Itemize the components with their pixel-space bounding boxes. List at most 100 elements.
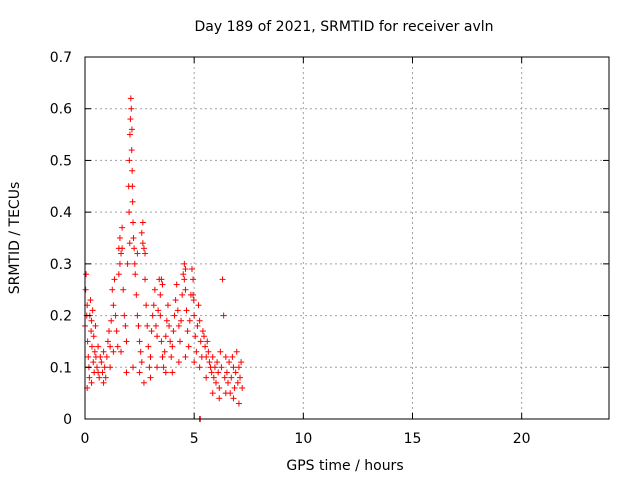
data-point xyxy=(161,348,168,355)
data-point xyxy=(82,286,89,293)
data-point xyxy=(127,95,134,102)
data-point xyxy=(100,379,107,386)
data-point xyxy=(216,384,223,391)
data-point xyxy=(107,364,114,371)
data-point xyxy=(164,302,171,309)
data-point xyxy=(88,317,95,324)
x-tick-label: 10 xyxy=(294,431,312,447)
data-point xyxy=(136,338,143,345)
data-point xyxy=(123,369,130,376)
data-point xyxy=(229,353,236,360)
data-point xyxy=(147,374,154,381)
data-point xyxy=(169,343,176,350)
data-point xyxy=(172,297,179,304)
data-point xyxy=(234,379,241,386)
data-point xyxy=(222,390,229,397)
data-point xyxy=(103,353,110,360)
data-point xyxy=(88,343,95,350)
data-point xyxy=(206,359,213,366)
y-tick-label: 0.2 xyxy=(50,309,72,325)
data-point xyxy=(146,364,153,371)
data-point xyxy=(111,276,118,283)
data-point xyxy=(181,276,188,283)
data-point xyxy=(223,369,230,376)
data-point xyxy=(87,297,94,304)
data-point xyxy=(83,271,90,278)
data-point xyxy=(155,307,162,314)
data-point xyxy=(195,302,202,309)
data-point xyxy=(171,312,178,319)
data-point xyxy=(231,384,238,391)
data-point xyxy=(131,245,138,252)
x-tick-label: 5 xyxy=(190,431,199,447)
grid xyxy=(85,57,609,419)
y-tick-label: 0.5 xyxy=(50,153,72,169)
data-point xyxy=(188,266,195,273)
data-point xyxy=(232,369,239,376)
y-tick-label: 0.7 xyxy=(50,50,72,66)
data-point xyxy=(167,338,174,345)
data-point xyxy=(104,338,111,345)
data-point xyxy=(237,374,244,381)
data-point xyxy=(149,312,156,319)
x-tick-label: 0 xyxy=(81,431,90,447)
y-tick-label: 0.6 xyxy=(50,102,72,118)
data-point xyxy=(124,260,131,267)
data-point xyxy=(120,286,127,293)
data-point xyxy=(121,312,128,319)
data-point xyxy=(174,307,181,314)
y-axis-label: SRMTID / TECUs xyxy=(7,182,23,295)
data-point xyxy=(118,250,125,257)
data-point xyxy=(220,312,227,319)
data-point xyxy=(144,322,151,329)
data-point xyxy=(213,379,219,386)
plot-frame xyxy=(84,56,610,420)
tick-labels: 0 0.1 0.2 0.3 0.4 0.5 0.6 0.7 0 5 10 15 20 xyxy=(50,50,531,447)
data-point xyxy=(239,384,246,391)
data-point xyxy=(182,266,189,273)
data-point xyxy=(238,359,245,366)
data-point xyxy=(163,317,170,324)
data-point xyxy=(114,343,121,350)
data-point xyxy=(200,333,207,340)
data-point xyxy=(233,348,240,355)
data-point xyxy=(131,260,138,267)
data-point xyxy=(211,364,218,371)
data-point xyxy=(84,338,91,345)
data-point xyxy=(133,291,140,298)
data-point xyxy=(128,105,135,112)
data-point xyxy=(143,302,150,309)
data-point xyxy=(129,167,136,174)
data-point xyxy=(88,379,95,386)
data-point xyxy=(216,395,223,402)
data-point xyxy=(102,374,109,381)
data-point xyxy=(119,224,126,231)
data-point xyxy=(202,343,209,350)
data-point xyxy=(130,235,137,241)
data-point xyxy=(230,395,237,402)
data-point xyxy=(158,276,165,283)
data-point xyxy=(115,271,122,278)
data-point xyxy=(158,338,165,345)
data-point xyxy=(109,286,116,293)
data-point xyxy=(203,353,210,360)
axis-ticks xyxy=(84,56,609,420)
data-point xyxy=(140,379,147,386)
data-point xyxy=(100,348,107,355)
data-point xyxy=(89,307,96,314)
data-point xyxy=(178,317,185,324)
data-point xyxy=(140,245,147,252)
data-point xyxy=(159,281,166,288)
data-point xyxy=(185,343,192,350)
data-point xyxy=(219,276,226,283)
data-point xyxy=(182,353,189,360)
data-point xyxy=(142,250,149,257)
data-point xyxy=(92,322,99,329)
data-point xyxy=(196,317,203,324)
data-point xyxy=(222,353,229,360)
data-point xyxy=(215,369,222,376)
data-point xyxy=(221,374,228,381)
data-point xyxy=(90,359,97,366)
data-point xyxy=(204,338,211,345)
data-point xyxy=(113,328,120,335)
